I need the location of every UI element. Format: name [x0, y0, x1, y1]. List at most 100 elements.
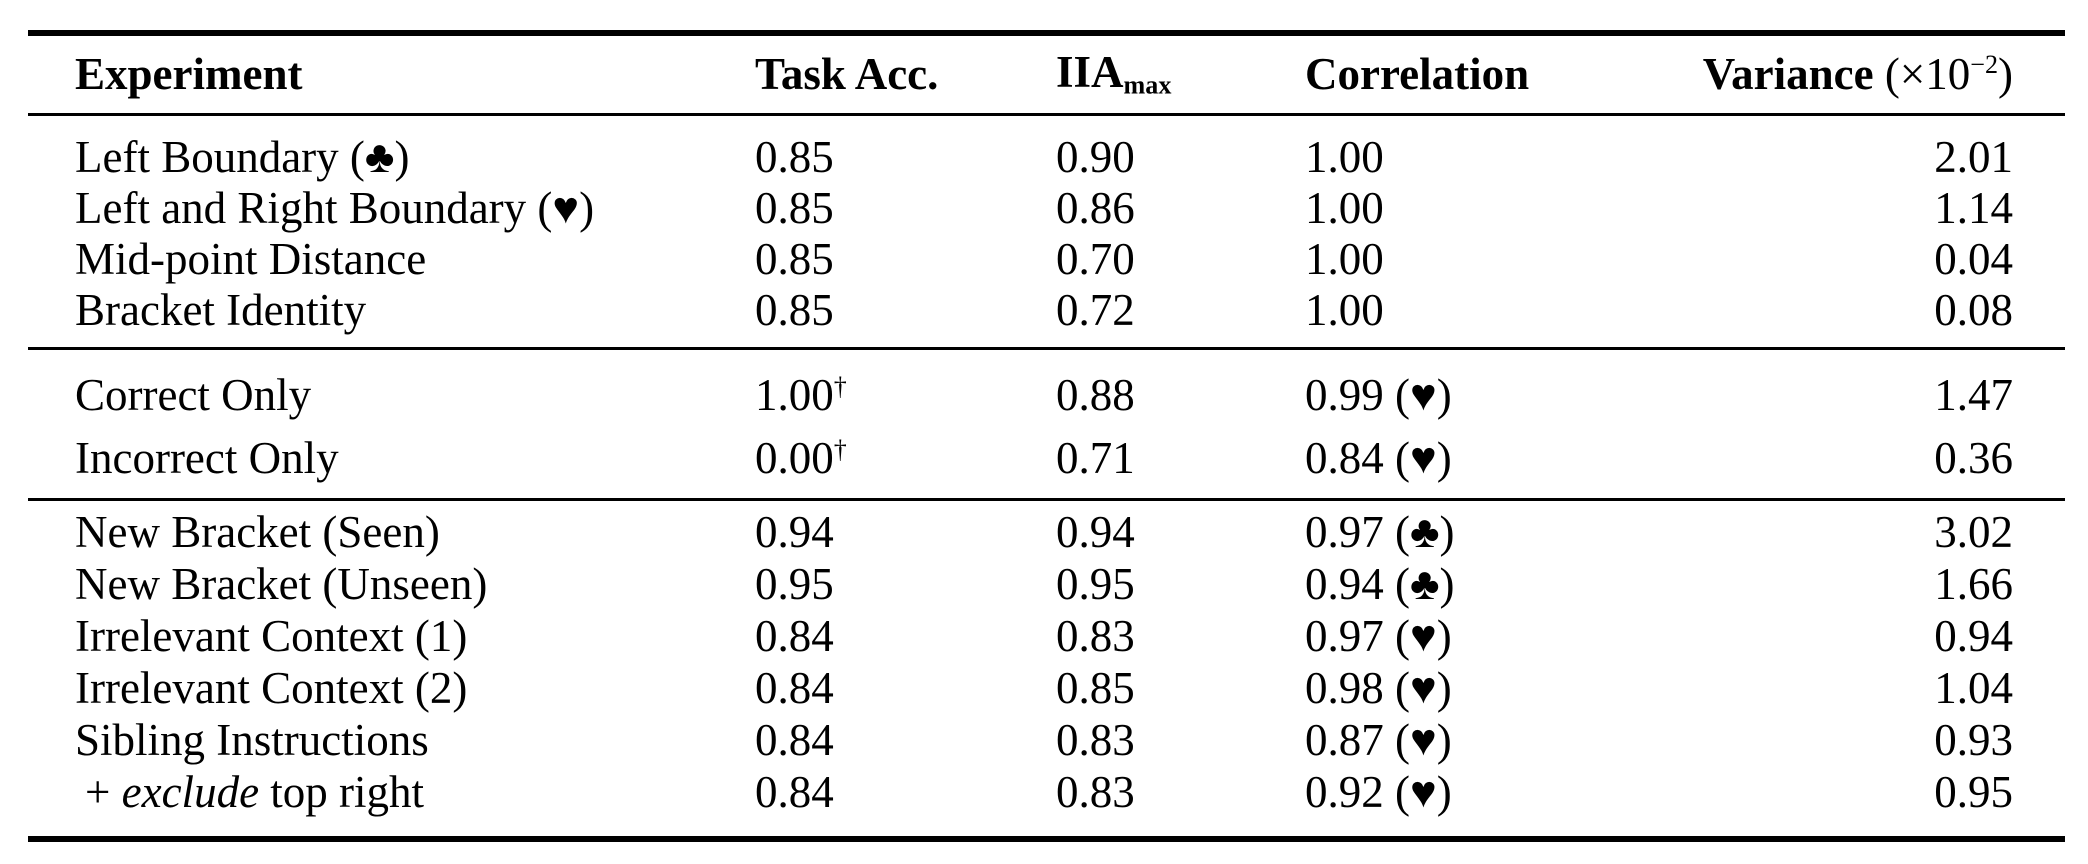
- dagger-superscript: †: [833, 434, 847, 464]
- cell-experiment: Left Boundary (♣): [75, 131, 410, 182]
- header-row: Experiment Task Acc. IIAmax Correlation …: [28, 36, 2065, 113]
- table-row: Left Boundary (♣) 0.85 0.90 1.00 2.01: [28, 132, 2065, 183]
- dagger-superscript: †: [833, 371, 847, 401]
- section-boundaries: Left Boundary (♣) 0.85 0.90 1.00 2.01 Le…: [28, 116, 2065, 347]
- cell-variance: 2.01: [1934, 131, 2013, 182]
- section-rule: [28, 347, 2065, 350]
- section-generalization: New Bracket (Seen) 0.94 0.94 0.97 (♣) 3.…: [28, 501, 2065, 836]
- cell-experiment: Bracket Identity: [75, 284, 367, 335]
- cell-variance: 1.14: [1934, 182, 2013, 233]
- cell-task-acc: 0.84: [755, 611, 834, 662]
- cell-correlation: 0.99 (♥): [1305, 369, 1452, 420]
- table-row: Bracket Identity 0.85 0.72 1.00 0.08: [28, 285, 2065, 336]
- cell-iia: 0.83: [1056, 767, 1135, 818]
- cell-variance: 1.47: [1934, 369, 2013, 420]
- table-row: Mid-point Distance 0.85 0.70 1.00 0.04: [28, 234, 2065, 285]
- cell-task-acc: 0.94: [755, 507, 834, 558]
- cell-iia: 0.95: [1056, 559, 1135, 610]
- cell-task-acc: 0.84: [755, 767, 834, 818]
- cell-experiment: Left and Right Boundary (♥): [75, 182, 595, 233]
- cell-variance: 1.04: [1934, 663, 2013, 714]
- header-variance-unit-open: (×10: [1873, 48, 1971, 99]
- experiment-prefix: +: [85, 767, 122, 818]
- results-table: Experiment Task Acc. IIAmax Correlation …: [28, 30, 2065, 842]
- cell-correlation: 0.94 (♣): [1305, 559, 1455, 610]
- cell-task-acc: 0.00†: [755, 432, 1056, 484]
- section-correctness: Correct Only 1.00† 0.88 0.99 (♥) 1.47 In…: [28, 350, 2065, 498]
- header-iia: IIAmax: [1056, 48, 1305, 100]
- cell-task-acc: 1.00†: [755, 369, 1056, 421]
- cell-experiment: Irrelevant Context (1): [75, 611, 468, 662]
- cell-experiment: New Bracket (Unseen): [75, 559, 488, 610]
- header-correlation: Correlation: [1305, 48, 1530, 99]
- cell-correlation: 0.97 (♣): [1305, 507, 1455, 558]
- table-row: Left and Right Boundary (♥) 0.85 0.86 1.…: [28, 183, 2065, 234]
- header-iia-sub: max: [1123, 70, 1172, 100]
- header-task-acc: Task Acc.: [755, 48, 939, 99]
- table-row: Irrelevant Context (1) 0.84 0.83 0.97 (♥…: [28, 611, 2065, 663]
- table-row: Irrelevant Context (2) 0.84 0.85 0.98 (♥…: [28, 663, 2065, 715]
- bottom-rule: [28, 836, 2065, 842]
- cell-task-acc: 0.84: [755, 663, 834, 714]
- header-variance-unit-close: ): [1998, 48, 2013, 99]
- cell-variance: 0.08: [1934, 284, 2013, 335]
- cell-correlation: 1.00: [1305, 131, 1384, 182]
- cell-correlation: 0.84 (♥): [1305, 432, 1452, 483]
- task-acc-value: 1.00: [755, 369, 834, 420]
- task-acc-value: 0.00: [755, 432, 834, 483]
- section-rule: [28, 498, 2065, 501]
- cell-experiment: + exclude top right: [75, 768, 755, 818]
- cell-task-acc: 0.85: [755, 131, 834, 182]
- cell-experiment: Incorrect Only: [75, 432, 339, 483]
- table-row: New Bracket (Unseen) 0.95 0.95 0.94 (♣) …: [28, 559, 2065, 611]
- experiment-suffix: top right: [259, 767, 425, 818]
- cell-iia: 0.70: [1056, 233, 1135, 284]
- cell-experiment: Irrelevant Context (2): [75, 663, 468, 714]
- cell-iia: 0.72: [1056, 284, 1135, 335]
- cell-correlation: 1.00: [1305, 284, 1384, 335]
- cell-correlation: 0.98 (♥): [1305, 663, 1452, 714]
- cell-variance: 0.93: [1934, 715, 2013, 766]
- table-row: Correct Only 1.00† 0.88 0.99 (♥) 1.47: [28, 364, 2065, 427]
- header-rule: [28, 113, 2065, 116]
- cell-iia: 0.90: [1056, 131, 1135, 182]
- cell-experiment: New Bracket (Seen): [75, 507, 440, 558]
- cell-correlation: 1.00: [1305, 233, 1384, 284]
- cell-correlation: 0.87 (♥): [1305, 715, 1452, 766]
- cell-correlation: 0.92 (♥): [1305, 767, 1452, 818]
- exclude-italic: exclude: [121, 767, 260, 818]
- cell-variance: 3.02: [1934, 507, 2013, 558]
- cell-task-acc: 0.85: [755, 233, 834, 284]
- cell-experiment: Mid-point Distance: [75, 233, 427, 284]
- cell-task-acc: 0.85: [755, 284, 834, 335]
- cell-iia: 0.94: [1056, 507, 1135, 558]
- cell-task-acc: 0.85: [755, 182, 834, 233]
- table-row: + exclude top right 0.84 0.83 0.92 (♥) 0…: [28, 767, 2065, 819]
- cell-correlation: 1.00: [1305, 182, 1384, 233]
- cell-variance: 0.95: [1934, 767, 2013, 818]
- cell-iia: 0.71: [1056, 432, 1135, 483]
- cell-experiment: Correct Only: [75, 369, 312, 420]
- cell-task-acc: 0.84: [755, 715, 834, 766]
- cell-correlation: 0.97 (♥): [1305, 611, 1452, 662]
- cell-task-acc: 0.95: [755, 559, 834, 610]
- cell-iia: 0.85: [1056, 663, 1135, 714]
- cell-variance: 0.94: [1934, 611, 2013, 662]
- header-experiment: Experiment: [75, 48, 303, 99]
- table-row: Sibling Instructions 0.84 0.83 0.87 (♥) …: [28, 715, 2065, 767]
- cell-iia: 0.83: [1056, 715, 1135, 766]
- cell-variance: 0.36: [1934, 432, 2013, 483]
- cell-iia: 0.86: [1056, 182, 1135, 233]
- cell-iia: 0.83: [1056, 611, 1135, 662]
- top-rule: [28, 30, 2065, 36]
- cell-variance: 1.66: [1934, 559, 2013, 610]
- header-variance-exponent: −2: [1970, 49, 1998, 79]
- header-variance-label: Variance: [1702, 48, 1874, 99]
- header-iia-base: IIA: [1056, 47, 1124, 98]
- cell-experiment: Sibling Instructions: [75, 715, 429, 766]
- header-variance: Variance (×10−2): [1663, 48, 2013, 100]
- table-row: Incorrect Only 0.00† 0.71 0.84 (♥) 0.36: [28, 427, 2065, 490]
- cell-variance: 0.04: [1934, 233, 2013, 284]
- cell-iia: 0.88: [1056, 369, 1135, 420]
- table-row: New Bracket (Seen) 0.94 0.94 0.97 (♣) 3.…: [28, 507, 2065, 559]
